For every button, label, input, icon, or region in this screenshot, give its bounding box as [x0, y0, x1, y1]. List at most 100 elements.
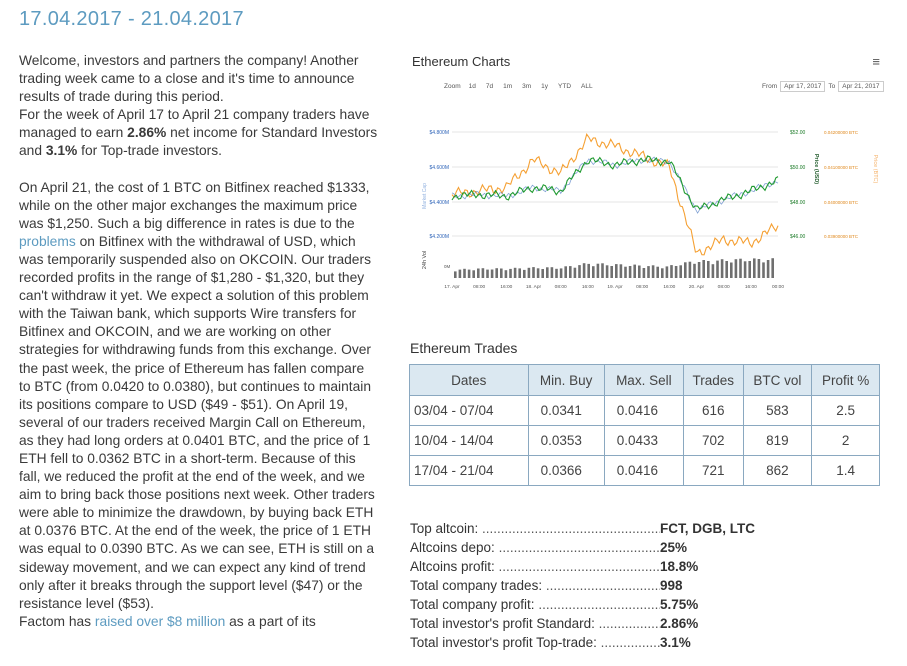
- market-paragraph: On April 21, the cost of 1 BTC on Bitfin…: [19, 179, 379, 613]
- zoom-ytd-button[interactable]: YTD: [558, 83, 572, 90]
- x-tick-label: 08:00: [555, 284, 567, 290]
- from-date-input[interactable]: Apr 17, 2017: [780, 81, 826, 92]
- zoom-3m-button[interactable]: 3m: [522, 83, 532, 90]
- factom-text-b: as a part of its: [225, 613, 316, 629]
- volume-bar: [569, 266, 572, 278]
- date-range: From Apr 17, 2017 To Apr 21, 2017: [762, 81, 884, 92]
- table-row: 10/04 - 14/04 0.0353 0.0433 702 819 2: [409, 425, 880, 456]
- btc-axis-title: Price (BTC): [872, 155, 878, 184]
- btc-tick-label: 0.04200000 BTC: [824, 130, 859, 135]
- usd-tick-label: $46.00: [790, 234, 806, 240]
- problems-link[interactable]: problems: [19, 233, 76, 249]
- header-dates: Dates: [409, 364, 529, 396]
- stat-label: Top altcoin:: [410, 519, 660, 538]
- stat-label: Total company profit:: [410, 595, 660, 614]
- header-trades: Trades: [682, 364, 744, 396]
- toptrade-profit: 3.1%: [45, 143, 78, 159]
- volume-bar: [661, 268, 664, 278]
- zoom-1d-button[interactable]: 1d: [468, 83, 476, 90]
- btc-tick-label: 0.04000000 BTC: [824, 200, 859, 205]
- volume-bar: [481, 268, 485, 278]
- volume-bar: [582, 263, 586, 278]
- volume-bar: [693, 263, 696, 278]
- volume-bar: [587, 263, 590, 278]
- stat-value: 998: [660, 578, 683, 593]
- to-date-input[interactable]: Apr 21, 2017: [838, 81, 884, 92]
- from-label: From: [762, 83, 778, 90]
- market-cap-axis-title: Market Cap: [422, 183, 428, 209]
- x-tick-label: 00:00: [772, 284, 784, 290]
- market-text-b: on Bitfinex with the withdrawal of USD, …: [19, 233, 375, 611]
- volume-bar: [633, 264, 636, 278]
- volume-bar: [550, 267, 554, 278]
- volume-bar: [504, 270, 508, 278]
- zoom-1y-button[interactable]: 1y: [541, 83, 549, 90]
- volume-axis-title: 24h Vol: [422, 251, 428, 269]
- x-tick-label: 16:00: [663, 284, 675, 290]
- stat-row: Total investor's profit Standard:2.86%: [410, 614, 755, 633]
- volume-bar: [771, 258, 774, 278]
- ethereum-chart-widget: $4.800M $4.600M $4.400M $4.200M $52.00 $50.00…: [406, 46, 888, 302]
- volume-bar: [610, 266, 613, 278]
- volume-bar: [532, 267, 535, 278]
- cell-btc-vol: 862: [742, 455, 813, 486]
- zoom-7d-button[interactable]: 7d: [485, 83, 494, 90]
- zoom-label: Zoom: [444, 83, 461, 90]
- volume-bar: [527, 267, 531, 278]
- zoom-1m-button[interactable]: 1m: [503, 83, 513, 90]
- volume-bar: [730, 262, 733, 278]
- cell-max-sell: 0.0433: [603, 425, 684, 456]
- x-tick-label: 20. Apr: [689, 284, 705, 290]
- cell-max-sell: 0.0416: [603, 395, 684, 426]
- cell-btc-vol: 583: [742, 395, 813, 426]
- volume-bar: [725, 261, 728, 278]
- volume-bar: [753, 258, 756, 278]
- zoom-all-button[interactable]: ALL: [581, 83, 593, 90]
- to-label: To: [828, 83, 836, 90]
- volume-bar: [596, 263, 600, 278]
- volume-bar: [477, 268, 480, 278]
- intro-paragraph: Welcome, investors and partners the comp…: [19, 52, 379, 161]
- stat-label: Altcoins depo:: [410, 538, 660, 557]
- volume-bar: [592, 266, 595, 278]
- cell-min-buy: 0.0353: [527, 425, 605, 456]
- volume-bar: [762, 262, 765, 278]
- volume-bar: [766, 260, 770, 278]
- article-body: Welcome, investors and partners the comp…: [19, 52, 379, 631]
- volume-bar: [720, 259, 724, 278]
- stat-row: Total investor's profit Top-trade:3.1%: [410, 633, 755, 652]
- cell-profit: 2.5: [811, 395, 880, 426]
- stat-value: 5.75%: [660, 597, 699, 612]
- volume-bar: [573, 267, 577, 278]
- volume-bar: [748, 261, 751, 278]
- volume-bar: [743, 261, 747, 278]
- week-text: For the week of April 17 to April 21 com…: [19, 107, 370, 141]
- stat-label: Altcoins profit:: [410, 557, 660, 576]
- volume-bar: [495, 268, 498, 278]
- volume-bar: [670, 265, 673, 278]
- header-max-sell: Max. Sell: [603, 364, 684, 396]
- factom-raised-link[interactable]: raised over $8 million: [94, 613, 226, 629]
- cell-trades: 721: [682, 455, 744, 486]
- cell-dates: 17/04 - 21/04: [409, 455, 529, 486]
- market-cap-tick-label: $4.200M: [430, 234, 449, 240]
- stat-value: 25%: [660, 540, 688, 555]
- usd-tick-label: $50.00: [790, 165, 806, 171]
- cell-dates: 10/04 - 14/04: [409, 425, 529, 456]
- stat-row: Top altcoin:FCT, DGB, LTC: [410, 519, 755, 538]
- volume-bar: [509, 268, 512, 278]
- volume-bar: [665, 266, 669, 278]
- market-cap-tick-label: $4.800M: [430, 130, 449, 136]
- volume-bar: [711, 264, 715, 278]
- week-text-mid: net income for Standard Investors and: [19, 125, 378, 159]
- volume-bar: [536, 268, 540, 278]
- header-min-buy: Min. Buy: [527, 364, 605, 396]
- menu-icon[interactable]: ≡: [872, 54, 880, 69]
- btc-tick-label: 0.03900000 BTC: [824, 234, 859, 239]
- stat-label: Total company trades:: [410, 576, 660, 595]
- volume-bar: [601, 263, 604, 278]
- x-tick-label: 08:00: [636, 284, 648, 290]
- cell-min-buy: 0.0366: [527, 455, 605, 486]
- volume-bar: [564, 266, 567, 278]
- volume-bar: [454, 271, 457, 278]
